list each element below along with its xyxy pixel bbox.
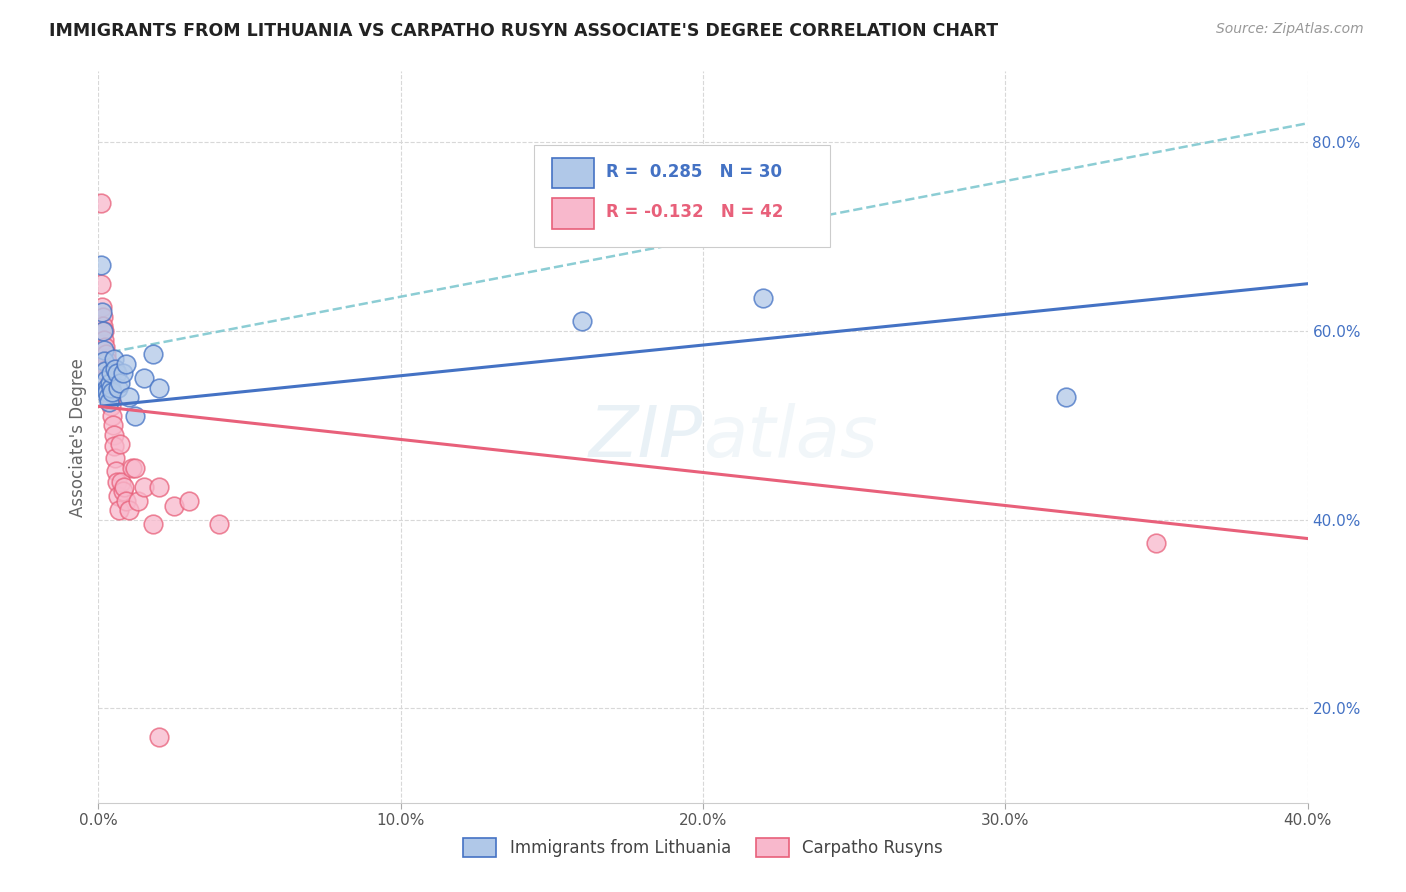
Point	[100, 380, 122, 394]
Point	[148, 380, 170, 394]
Point	[93, 334, 115, 348]
Point	[97, 368, 120, 383]
Point	[96, 354, 118, 368]
Point	[105, 367, 128, 381]
Text: Source: ZipAtlas.com: Source: ZipAtlas.com	[1216, 22, 1364, 37]
Point	[142, 347, 165, 361]
Point	[114, 493, 136, 508]
Point	[103, 352, 125, 367]
Point	[112, 480, 135, 494]
Point	[96, 380, 118, 394]
Point	[121, 460, 143, 475]
Point	[208, 517, 231, 532]
Point	[94, 340, 117, 354]
Point	[1144, 536, 1167, 550]
Point	[101, 409, 124, 423]
Point	[114, 357, 136, 371]
Text: ZIP: ZIP	[589, 402, 703, 472]
Point	[132, 480, 155, 494]
Point	[104, 464, 127, 478]
Point	[98, 376, 121, 390]
Point	[101, 418, 124, 433]
Text: IMMIGRANTS FROM LITHUANIA VS CARPATHO RUSYN ASSOCIATE'S DEGREE CORRELATION CHART: IMMIGRANTS FROM LITHUANIA VS CARPATHO RU…	[49, 22, 998, 40]
Point	[108, 503, 131, 517]
Point	[108, 376, 131, 390]
Point	[98, 376, 121, 390]
Point	[163, 499, 186, 513]
Point	[103, 439, 125, 453]
Point	[93, 324, 115, 338]
Point	[104, 361, 127, 376]
Text: R = -0.132   N = 42: R = -0.132 N = 42	[606, 202, 783, 221]
Point	[179, 493, 201, 508]
Point	[148, 730, 170, 744]
Point	[98, 394, 121, 409]
Point	[752, 291, 775, 305]
Point	[100, 400, 122, 414]
Point	[571, 314, 593, 328]
Point	[91, 310, 114, 324]
Point	[91, 319, 114, 334]
Point	[91, 324, 114, 338]
Point	[111, 367, 134, 381]
Point	[100, 390, 122, 404]
FancyBboxPatch shape	[551, 158, 595, 188]
Point	[93, 343, 115, 357]
Point	[96, 361, 118, 376]
Point	[127, 493, 149, 508]
Point	[124, 460, 146, 475]
Point	[142, 517, 165, 532]
Text: R =  0.285   N = 30: R = 0.285 N = 30	[606, 162, 782, 180]
Point	[107, 489, 129, 503]
Point	[118, 503, 141, 517]
FancyBboxPatch shape	[534, 145, 830, 247]
Legend: Immigrants from Lithuania, Carpatho Rusyns: Immigrants from Lithuania, Carpatho Rusy…	[456, 831, 950, 864]
Text: atlas: atlas	[703, 402, 877, 472]
Point	[111, 484, 134, 499]
Point	[108, 437, 131, 451]
Point	[118, 390, 141, 404]
Point	[96, 385, 118, 400]
Point	[90, 258, 112, 272]
FancyBboxPatch shape	[551, 198, 595, 228]
Point	[94, 347, 117, 361]
Y-axis label: Associate's Degree: Associate's Degree	[69, 358, 87, 516]
Point	[101, 385, 124, 400]
Point	[104, 451, 127, 466]
Point	[100, 367, 122, 381]
Point	[90, 277, 112, 291]
Point	[1054, 390, 1077, 404]
Point	[98, 383, 121, 397]
Point	[105, 475, 128, 489]
Point	[91, 301, 114, 315]
Point	[91, 305, 114, 319]
Point	[90, 196, 112, 211]
Point	[107, 380, 129, 394]
Point	[93, 354, 115, 368]
Point	[110, 475, 132, 489]
Point	[103, 427, 125, 442]
Point	[124, 409, 146, 423]
Point	[132, 371, 155, 385]
Point	[97, 390, 120, 404]
Point	[148, 480, 170, 494]
Point	[94, 373, 117, 387]
Point	[94, 363, 117, 377]
